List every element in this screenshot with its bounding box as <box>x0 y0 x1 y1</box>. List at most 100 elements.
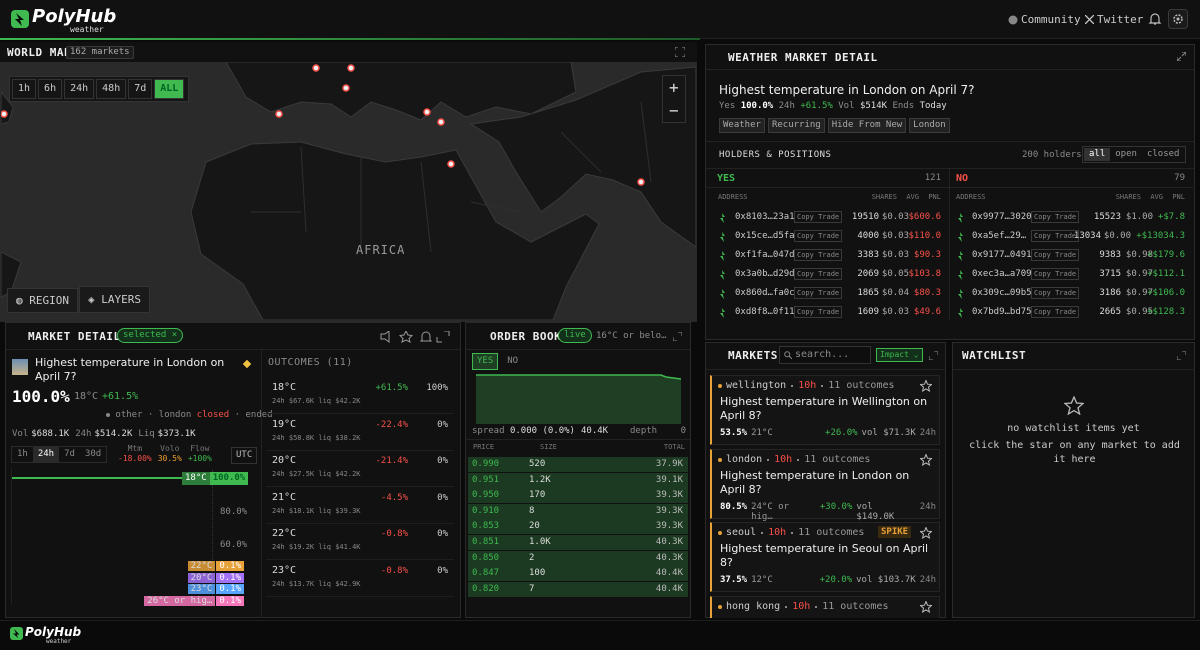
time-tab[interactable]: 1h <box>17 449 28 459</box>
timezone[interactable]: UTC <box>231 447 258 464</box>
copy-trade[interactable]: Copy Trade <box>794 230 843 242</box>
brand[interactable]: PolyHub <box>32 6 117 27</box>
copy-trade[interactable]: Copy Trade <box>1031 211 1080 223</box>
copy-trade[interactable]: Copy Trade <box>1031 230 1080 242</box>
shares: 3383 <box>857 250 879 260</box>
time-tab[interactable]: 30d <box>84 449 102 459</box>
selected-badge[interactable]: selected × <box>117 328 184 343</box>
settings-button[interactable] <box>1168 9 1188 29</box>
pnl: $90.3 <box>913 250 941 260</box>
search-placeholder: search... <box>795 349 850 360</box>
avg: $0.04 <box>881 288 909 298</box>
range-button[interactable]: ALL <box>154 79 185 99</box>
top-accent <box>0 38 700 40</box>
card-temp: 21°C <box>751 428 773 438</box>
market-card[interactable]: seoul 10h 11 outcomes SPIKE Highest temperat… <box>710 522 940 592</box>
market-thumb <box>12 359 28 375</box>
outcome-change: -4.5% <box>380 492 408 503</box>
star-button[interactable] <box>920 527 932 539</box>
star-button[interactable] <box>920 380 932 392</box>
market-card[interactable]: wellington 10h 11 outcomes Highest temperat… <box>710 375 940 445</box>
zoom-in[interactable]: + <box>669 78 679 97</box>
shares: 2665 <box>1099 307 1121 317</box>
star-button[interactable] <box>920 601 932 613</box>
copy-trade[interactable]: Copy Trade <box>794 268 843 280</box>
zoom-control: + − <box>662 75 686 123</box>
row-icon <box>720 213 725 223</box>
copy-trade[interactable]: Copy Trade <box>1031 306 1080 318</box>
tagline: weather <box>70 25 104 34</box>
twitter-link[interactable]: Twitter <box>1097 13 1144 26</box>
copy-trade[interactable]: Copy Trade <box>1031 249 1080 261</box>
tail-value: 0.1% <box>216 595 244 606</box>
market-card[interactable]: london 10h 11 outcomes Highest temperature … <box>710 449 940 522</box>
side-tab[interactable]: NO <box>507 356 519 366</box>
side-tab[interactable]: YES <box>472 353 499 370</box>
time-tab[interactable]: 7d <box>64 449 75 459</box>
divider <box>953 369 1194 370</box>
column-header: PNL <box>1172 193 1185 201</box>
total: 40.4K <box>655 583 683 594</box>
copy-trade[interactable]: Copy Trade <box>794 287 843 299</box>
tail-label: 26°C or hig… 0.1% <box>144 595 244 606</box>
total: 39.3K <box>655 505 683 516</box>
side-count: 121 <box>924 173 941 183</box>
layers-button[interactable]: ◈ LAYERS <box>79 286 150 314</box>
outcome-pct: 0% <box>437 529 448 539</box>
copy-trade[interactable]: Copy Trade <box>794 211 843 223</box>
outcome-pct: 0% <box>437 565 448 576</box>
filter-button[interactable]: closed <box>1146 149 1180 159</box>
range-button[interactable]: 24h <box>64 79 95 99</box>
card-age: 10h <box>798 380 817 391</box>
holder-side: NO 79 ADDRESS SHARES AVG PNL 0x9977…3020 Copy T… <box>950 169 1193 319</box>
map[interactable] <box>1 62 696 320</box>
pnl: +$13034.3 <box>1136 231 1185 241</box>
card-age: 10h <box>768 527 787 538</box>
community-link[interactable]: Community <box>1021 13 1081 26</box>
stat: Liq $373.1K <box>138 429 195 440</box>
region-button[interactable]: ◍ REGION <box>7 288 78 314</box>
vol-label: Vol <box>838 101 855 111</box>
shares: 1609 <box>857 307 879 317</box>
filter-button[interactable]: open <box>1115 149 1137 159</box>
bell-button[interactable] <box>1148 12 1162 26</box>
filter-button[interactable]: all <box>1084 148 1111 161</box>
card-change: +30.0% <box>819 502 853 512</box>
copy-trade[interactable]: Copy Trade <box>1031 287 1080 299</box>
metric-label: Mtm <box>127 444 143 453</box>
market-card[interactable]: hong kong 10h 11 outcomes <box>710 596 940 618</box>
star-button[interactable] <box>920 454 932 466</box>
time-tab[interactable]: 24h <box>32 447 60 462</box>
address: 0xd8f8…0f11 <box>735 307 795 317</box>
range-button[interactable]: 1h <box>12 79 37 99</box>
search-box[interactable]: search... <box>779 346 871 364</box>
depth-chart <box>476 374 682 424</box>
copy-trade[interactable]: Copy Trade <box>1031 268 1080 280</box>
range-button[interactable]: 7d <box>128 79 153 99</box>
range-selector: 1h 6h 24h 48h 7d ALL <box>9 76 190 102</box>
book-row: 0.910 8 39.3K <box>468 503 688 519</box>
change: +61.5% <box>800 101 833 111</box>
tag: Weather <box>719 118 765 133</box>
avg: $0.98 <box>1125 250 1153 260</box>
range-button[interactable]: 6h <box>38 79 63 99</box>
book-row: 0.850 2 40.3K <box>468 550 688 566</box>
sort-button[interactable]: Impact ⌄ <box>876 348 923 362</box>
copy-trade[interactable]: Copy Trade <box>794 306 843 318</box>
outcome-row: 22°C -0.8% 0% 24h $19.2K liq $41.4K <box>266 523 454 560</box>
outcome-name: 19°C <box>272 418 297 430</box>
zoom-out[interactable]: − <box>669 101 679 120</box>
range-button[interactable]: 48h <box>96 79 127 99</box>
metric-label: Flow <box>190 444 210 453</box>
watchlist-expand[interactable] <box>1177 351 1186 360</box>
total: 40.3K <box>655 552 683 563</box>
pnl: $49.6 <box>913 307 941 317</box>
panel-icons[interactable] <box>380 331 452 343</box>
copy-trade[interactable]: Copy Trade <box>794 249 843 261</box>
metric: Flow +100% <box>188 444 212 463</box>
address: 0x309c…09b5 <box>972 288 1032 298</box>
outcome-row: 23°C -0.8% 0% 24h $13.7K liq $42.9K <box>266 560 454 597</box>
card-dot <box>718 531 722 535</box>
tail-value: 0.1% <box>216 584 244 594</box>
